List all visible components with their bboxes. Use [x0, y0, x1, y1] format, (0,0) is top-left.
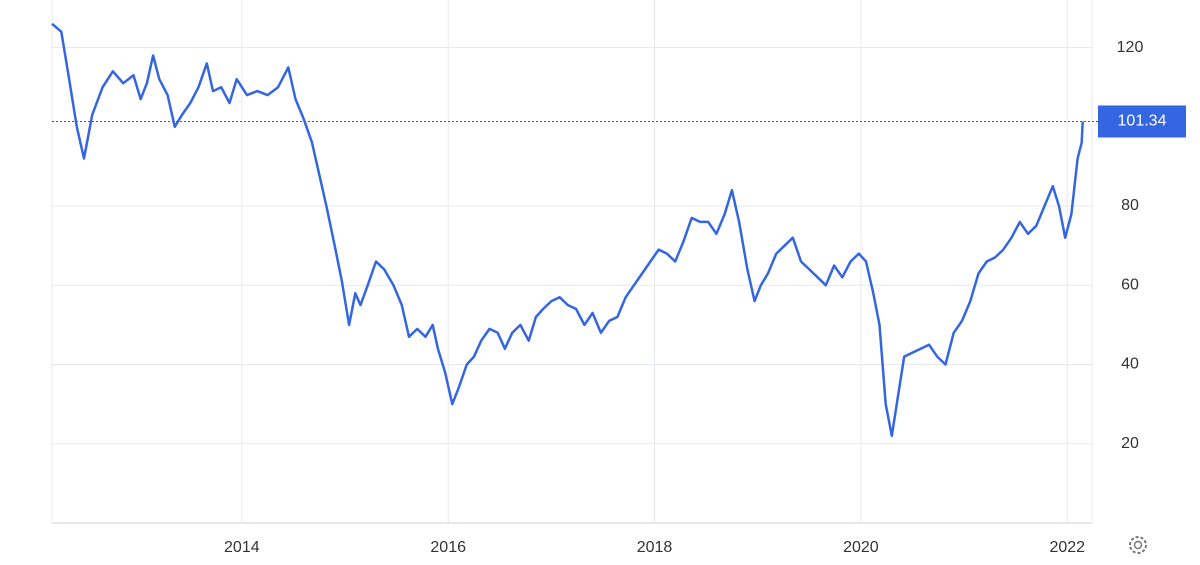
- price-line: [51, 22, 1084, 438]
- gear-inner: [1133, 540, 1143, 550]
- x-tick-label: 2022: [1049, 539, 1085, 556]
- x-tick-label: 2016: [430, 539, 466, 556]
- y-tick-label: 40: [1121, 356, 1139, 373]
- settings-icon[interactable]: [1129, 536, 1147, 554]
- y-tick-label: 20: [1121, 435, 1139, 452]
- y-tick-label: 120: [1117, 39, 1144, 56]
- x-tick-label: 2014: [224, 539, 260, 556]
- x-tick-label: 2018: [637, 539, 673, 556]
- last-value-box: [1098, 105, 1186, 138]
- y-tick-label: 80: [1121, 197, 1139, 214]
- y-tick-label: 60: [1121, 276, 1139, 293]
- last-value-label: 101.34: [1118, 113, 1167, 130]
- gear-outer: [1129, 536, 1147, 554]
- x-tick-label: 2020: [843, 539, 879, 556]
